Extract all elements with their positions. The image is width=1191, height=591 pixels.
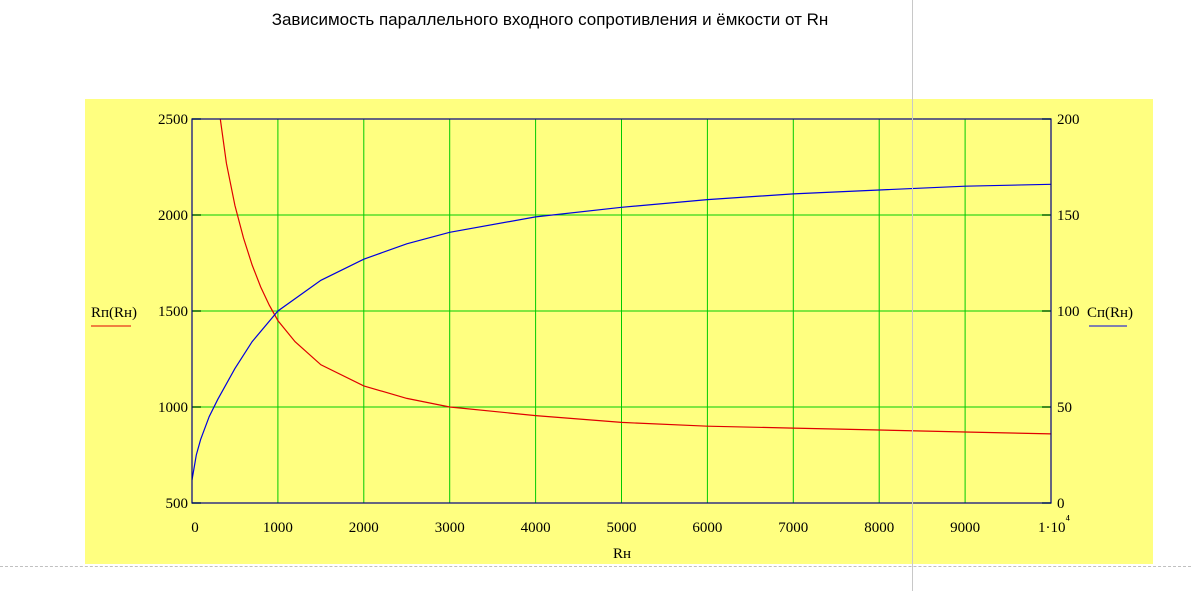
x-tick-label: 5000 <box>607 520 637 536</box>
series-layer <box>191 118 1052 481</box>
x-tick-label: 1000 <box>263 520 293 536</box>
x-tick-label: 6000 <box>692 520 722 536</box>
y-left-axis-label: Rп(Rн) <box>91 305 137 321</box>
x-axis-label: Rн <box>613 546 631 562</box>
x-tick-label: 9000 <box>950 520 980 536</box>
y-right-tick-label: 100 <box>1057 304 1080 320</box>
x-tick-label: 0 <box>191 520 199 536</box>
plot-frame <box>191 118 1052 504</box>
cursor-line <box>912 0 913 591</box>
x-tick-label: 7000 <box>778 520 808 536</box>
y-right-tick-label: 200 <box>1057 112 1080 128</box>
y-left-tick-label: 1500 <box>158 304 188 320</box>
y-left-tick-label: 2000 <box>158 208 188 224</box>
chart-title: Зависимость параллельного входного сопро… <box>271 10 829 29</box>
y-right-tick-label: 50 <box>1057 400 1072 416</box>
x-tick-label: 3000 <box>435 520 465 536</box>
y-left-tick-label: 1000 <box>158 400 188 416</box>
x-tick-label: 4000 <box>521 520 551 536</box>
x-tick-label: 1·10⁴ <box>1038 512 1071 536</box>
y-right-tick-label: 150 <box>1057 208 1080 224</box>
x-tick-label: 2000 <box>349 520 379 536</box>
x-tick-label: 8000 <box>864 520 894 536</box>
y-right-tick-label: 0 <box>1057 496 1065 512</box>
y-left-tick-label: 2500 <box>158 112 188 128</box>
plot-panel <box>85 99 1153 564</box>
series-line <box>219 118 1052 435</box>
plot-border <box>191 118 1052 504</box>
series-line <box>191 183 1052 481</box>
y-right-axis-label: Сп(Rн) <box>1087 305 1133 321</box>
grid-lines <box>192 119 1051 503</box>
y-left-tick-label: 500 <box>166 496 189 512</box>
tick-labels: 0 1000 2000 3000 4000 5000 6000 7000 8000 9000 1·1… <box>158 112 1080 536</box>
page-boundary-line <box>0 566 1191 567</box>
